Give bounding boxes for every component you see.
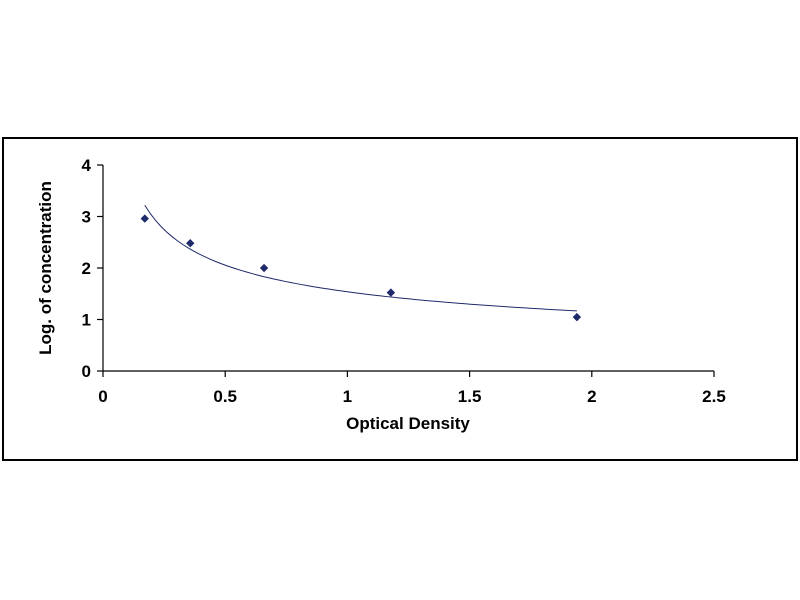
axes [97, 164, 715, 377]
x-tick-label: 2 [587, 387, 596, 406]
tick-labels-layer: 0 1 2 3 4 0 0.5 1 1.5 2 2.5 [82, 156, 726, 406]
data-points-layer [140, 214, 582, 322]
x-axis-title: Optical Density [346, 414, 470, 433]
y-tick-label: 3 [82, 208, 91, 227]
trend-curve-layer [144, 204, 577, 312]
x-tick-label: 2.5 [702, 387, 726, 406]
data-point [140, 214, 149, 223]
y-tick-label: 4 [82, 156, 92, 175]
y-tick-label: 1 [82, 311, 91, 330]
y-tick-label: 2 [82, 259, 91, 278]
data-point [186, 239, 195, 248]
y-axis-title: Log. of concentration [36, 181, 55, 355]
data-point [259, 263, 269, 273]
data-point [386, 288, 396, 297]
x-tick-label: 0.5 [213, 387, 237, 406]
chart-frame [2, 137, 798, 461]
x-tick-label: 1.5 [458, 387, 482, 406]
trend-curve [144, 204, 577, 312]
x-tick-label: 0 [98, 387, 107, 406]
data-point [572, 312, 582, 322]
y-tick-label: 0 [82, 362, 91, 381]
x-tick-label: 1 [343, 387, 352, 406]
